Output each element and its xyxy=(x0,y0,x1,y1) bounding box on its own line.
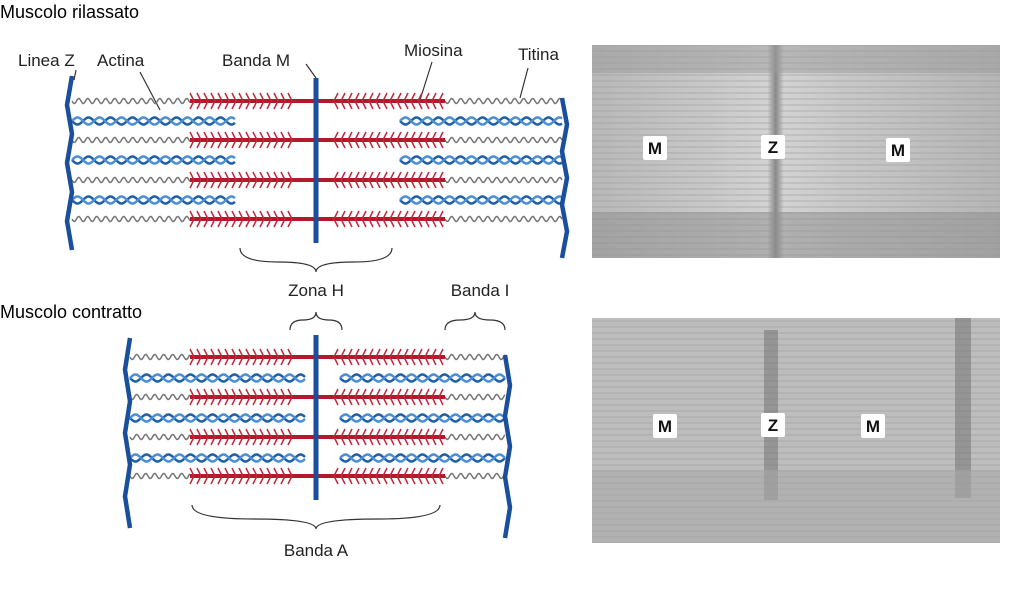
actin xyxy=(339,413,506,423)
actin xyxy=(339,453,506,463)
actin xyxy=(71,116,236,126)
z-line xyxy=(502,354,513,539)
micrograph-label: M xyxy=(658,417,672,436)
titin xyxy=(444,433,506,441)
myosin-heads xyxy=(189,467,444,485)
label: Titina xyxy=(518,45,559,64)
micrograph-label-box xyxy=(761,135,785,159)
actin xyxy=(339,373,506,383)
section-title: Muscolo contratto xyxy=(0,302,142,322)
titin xyxy=(71,215,191,223)
micrograph-label: M xyxy=(866,417,880,436)
titin xyxy=(444,472,506,480)
actin xyxy=(399,195,563,205)
titin xyxy=(71,176,191,184)
titin xyxy=(129,433,191,441)
micrograph-label-box xyxy=(653,414,677,438)
label: Linea Z xyxy=(18,51,75,70)
actin xyxy=(399,155,563,165)
titin xyxy=(444,215,563,223)
micrograph-label-box xyxy=(886,138,910,162)
actin xyxy=(399,116,563,126)
micrograph-label-box xyxy=(761,413,785,437)
actin xyxy=(71,116,236,126)
titin xyxy=(129,472,191,480)
actin xyxy=(129,453,306,463)
actin xyxy=(129,413,306,423)
micrograph-label: Z xyxy=(768,416,778,435)
actin xyxy=(339,373,506,383)
micrograph-label-box xyxy=(861,414,885,438)
label: Banda M xyxy=(222,51,290,70)
actin xyxy=(339,453,506,463)
z-line xyxy=(64,75,75,251)
actin xyxy=(399,116,563,126)
titin xyxy=(71,97,191,105)
callouts xyxy=(73,61,529,530)
titin xyxy=(129,393,191,401)
titin xyxy=(444,353,506,361)
titin xyxy=(444,97,563,105)
actin xyxy=(129,373,306,383)
titin xyxy=(444,176,563,184)
micrograph-label: M xyxy=(891,141,905,160)
titin xyxy=(129,353,191,361)
actin xyxy=(71,195,236,205)
micrograph-label: Z xyxy=(768,138,778,157)
section-title: Muscolo rilassato xyxy=(0,2,139,22)
actin xyxy=(399,195,563,205)
label: Miosina xyxy=(404,41,463,60)
micrograph-label-box xyxy=(643,136,667,160)
actin xyxy=(71,155,236,165)
titin xyxy=(444,136,563,144)
label: Actina xyxy=(97,51,145,70)
label: Banda A xyxy=(284,541,349,560)
myosin-heads xyxy=(189,428,444,446)
z-line xyxy=(122,337,133,529)
myosin-heads xyxy=(189,210,444,228)
label: Banda I xyxy=(451,281,510,300)
actin xyxy=(71,195,236,205)
titin xyxy=(444,393,506,401)
myosin-heads xyxy=(189,388,444,406)
myosin-heads xyxy=(189,348,444,366)
titin xyxy=(71,136,191,144)
actin xyxy=(399,155,563,165)
actin xyxy=(339,413,506,423)
z-line xyxy=(559,97,570,259)
actin xyxy=(71,155,236,165)
myosin-heads xyxy=(189,92,444,110)
micrograph-label: M xyxy=(648,139,662,158)
label: Zona H xyxy=(288,281,344,300)
myosin-heads xyxy=(189,131,444,149)
myosin-heads xyxy=(189,171,444,189)
